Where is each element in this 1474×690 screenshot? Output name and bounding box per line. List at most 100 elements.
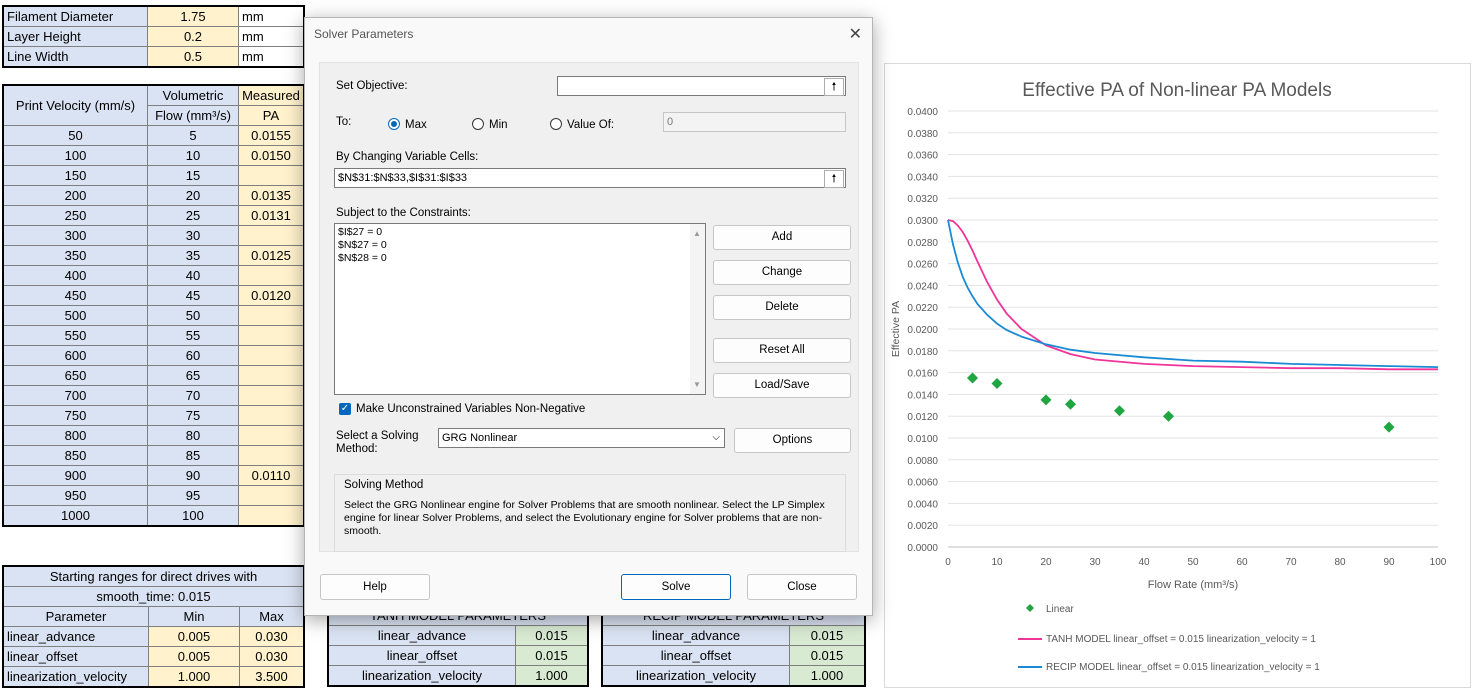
collapse-ref-icon[interactable]: 🠕 [824,78,844,96]
param-unit[interactable]: mm [238,26,305,47]
measured-pa-cell[interactable] [238,505,305,527]
measured-pa-cell[interactable]: 0.0110 [238,465,305,486]
change-button[interactable]: Change [713,260,851,285]
range-param-cell[interactable]: linearization_velocity [2,666,149,688]
measured-pa-cell[interactable] [238,165,305,186]
param-unit[interactable]: mm [238,46,305,68]
measured-pa-cell[interactable] [238,265,305,286]
flow-cell[interactable]: 50 [147,305,239,326]
measured-pa-cell[interactable]: 0.0150 [238,145,305,166]
range-min-cell[interactable]: 0.005 [148,646,240,667]
velocity-cell[interactable]: 300 [2,225,148,246]
measured-pa-cell[interactable] [238,305,305,326]
flow-cell[interactable]: 60 [147,345,239,366]
range-max-cell[interactable]: 0.030 [239,626,305,647]
flow-cell[interactable]: 95 [147,485,239,506]
model-param-cell[interactable]: linear_offset [327,645,516,666]
param-value[interactable]: 0.5 [147,46,239,68]
flow-cell[interactable]: 85 [147,445,239,466]
measured-pa-cell[interactable] [238,425,305,446]
velocity-cell[interactable]: 500 [2,305,148,326]
measured-pa-cell[interactable] [238,405,305,426]
param-label[interactable]: Filament Diameter [2,5,148,27]
model-value-cell[interactable]: 0.015 [515,625,589,646]
measured-pa-cell[interactable] [238,325,305,346]
model-param-cell[interactable]: linear_offset [601,645,790,666]
range-param-cell[interactable]: linear_offset [2,646,149,667]
measured-pa-cell[interactable] [238,445,305,466]
model-value-cell[interactable]: 0.015 [789,625,866,646]
pa-chart[interactable]: Effective PA of Non-linear PA Models 0.00… [884,63,1471,688]
chevron-down-icon[interactable]: ⌵ [712,432,720,443]
delete-button[interactable]: Delete [713,295,851,320]
measured-pa-cell[interactable] [238,385,305,406]
measured-pa-cell[interactable]: 0.0125 [238,245,305,266]
radio-value-of[interactable] [550,118,562,130]
load-save-button[interactable]: Load/Save [713,373,851,398]
range-param-cell[interactable]: linear_advance [2,626,149,647]
measured-pa-cell[interactable] [238,365,305,386]
measured-pa-cell[interactable] [238,485,305,506]
constraint-item[interactable]: $N$27 = 0 [338,239,387,251]
flow-cell[interactable]: 15 [147,165,239,186]
velocity-cell[interactable]: 350 [2,245,148,266]
velocity-cell[interactable]: 650 [2,365,148,386]
model-param-cell[interactable]: linearization_velocity [601,665,790,687]
model-value-cell[interactable]: 1.000 [789,665,866,687]
radio-min[interactable] [472,118,484,130]
model-param-cell[interactable]: linearization_velocity [327,665,516,687]
close-button[interactable]: Close [747,574,857,600]
measured-pa-cell[interactable] [238,225,305,246]
velocity-cell[interactable]: 850 [2,445,148,466]
measured-pa-cell[interactable]: 0.0120 [238,285,305,306]
model-param-cell[interactable]: linear_advance [327,625,516,646]
flow-cell[interactable]: 30 [147,225,239,246]
velocity-cell[interactable]: 150 [2,165,148,186]
set-objective-field[interactable]: 🠕 [557,76,846,96]
radio-max[interactable] [388,118,400,130]
velocity-cell[interactable]: 550 [2,325,148,346]
flow-cell[interactable]: 70 [147,385,239,406]
flow-cell[interactable]: 5 [147,125,239,146]
help-button[interactable]: Help [320,574,430,600]
constraint-item[interactable]: $I$27 = 0 [338,226,383,238]
param-unit[interactable]: mm [238,5,305,27]
range-min-cell[interactable]: 0.005 [148,626,240,647]
measured-pa-cell[interactable]: 0.0131 [238,205,305,226]
velocity-cell[interactable]: 900 [2,465,148,486]
flow-cell[interactable]: 35 [147,245,239,266]
flow-cell[interactable]: 80 [147,425,239,446]
options-button[interactable]: Options [734,428,851,453]
scroll-down-icon[interactable]: ▼ [693,380,701,389]
scroll-up-icon[interactable]: ▲ [693,229,701,238]
velocity-cell[interactable]: 50 [2,125,148,146]
velocity-cell[interactable]: 100 [2,145,148,166]
measured-pa-cell[interactable] [238,345,305,366]
model-param-cell[interactable]: linear_advance [601,625,790,646]
velocity-cell[interactable]: 800 [2,425,148,446]
flow-cell[interactable]: 20 [147,185,239,206]
close-icon[interactable]: ✕ [848,26,862,43]
velocity-cell[interactable]: 250 [2,205,148,226]
reset-all-button[interactable]: Reset All [713,338,851,363]
non-negative-checkbox[interactable]: ✓ [339,403,351,415]
velocity-cell[interactable]: 700 [2,385,148,406]
flow-cell[interactable]: 75 [147,405,239,426]
measured-pa-cell[interactable]: 0.0135 [238,185,305,206]
solve-button[interactable]: Solve [621,574,731,600]
velocity-cell[interactable]: 950 [2,485,148,506]
value-of-field[interactable]: 0 [663,112,846,132]
measured-pa-cell[interactable]: 0.0155 [238,125,305,146]
range-max-cell[interactable]: 3.500 [239,666,305,688]
flow-cell[interactable]: 40 [147,265,239,286]
add-button[interactable]: Add [713,225,851,250]
param-value[interactable]: 1.75 [147,5,239,27]
velocity-cell[interactable]: 450 [2,285,148,306]
range-min-cell[interactable]: 1.000 [148,666,240,688]
model-value-cell[interactable]: 0.015 [789,645,866,666]
flow-cell[interactable]: 90 [147,465,239,486]
collapse-ref-icon[interactable]: 🠕 [824,170,844,188]
velocity-cell[interactable]: 750 [2,405,148,426]
param-label[interactable]: Line Width [2,46,148,68]
flow-cell[interactable]: 25 [147,205,239,226]
